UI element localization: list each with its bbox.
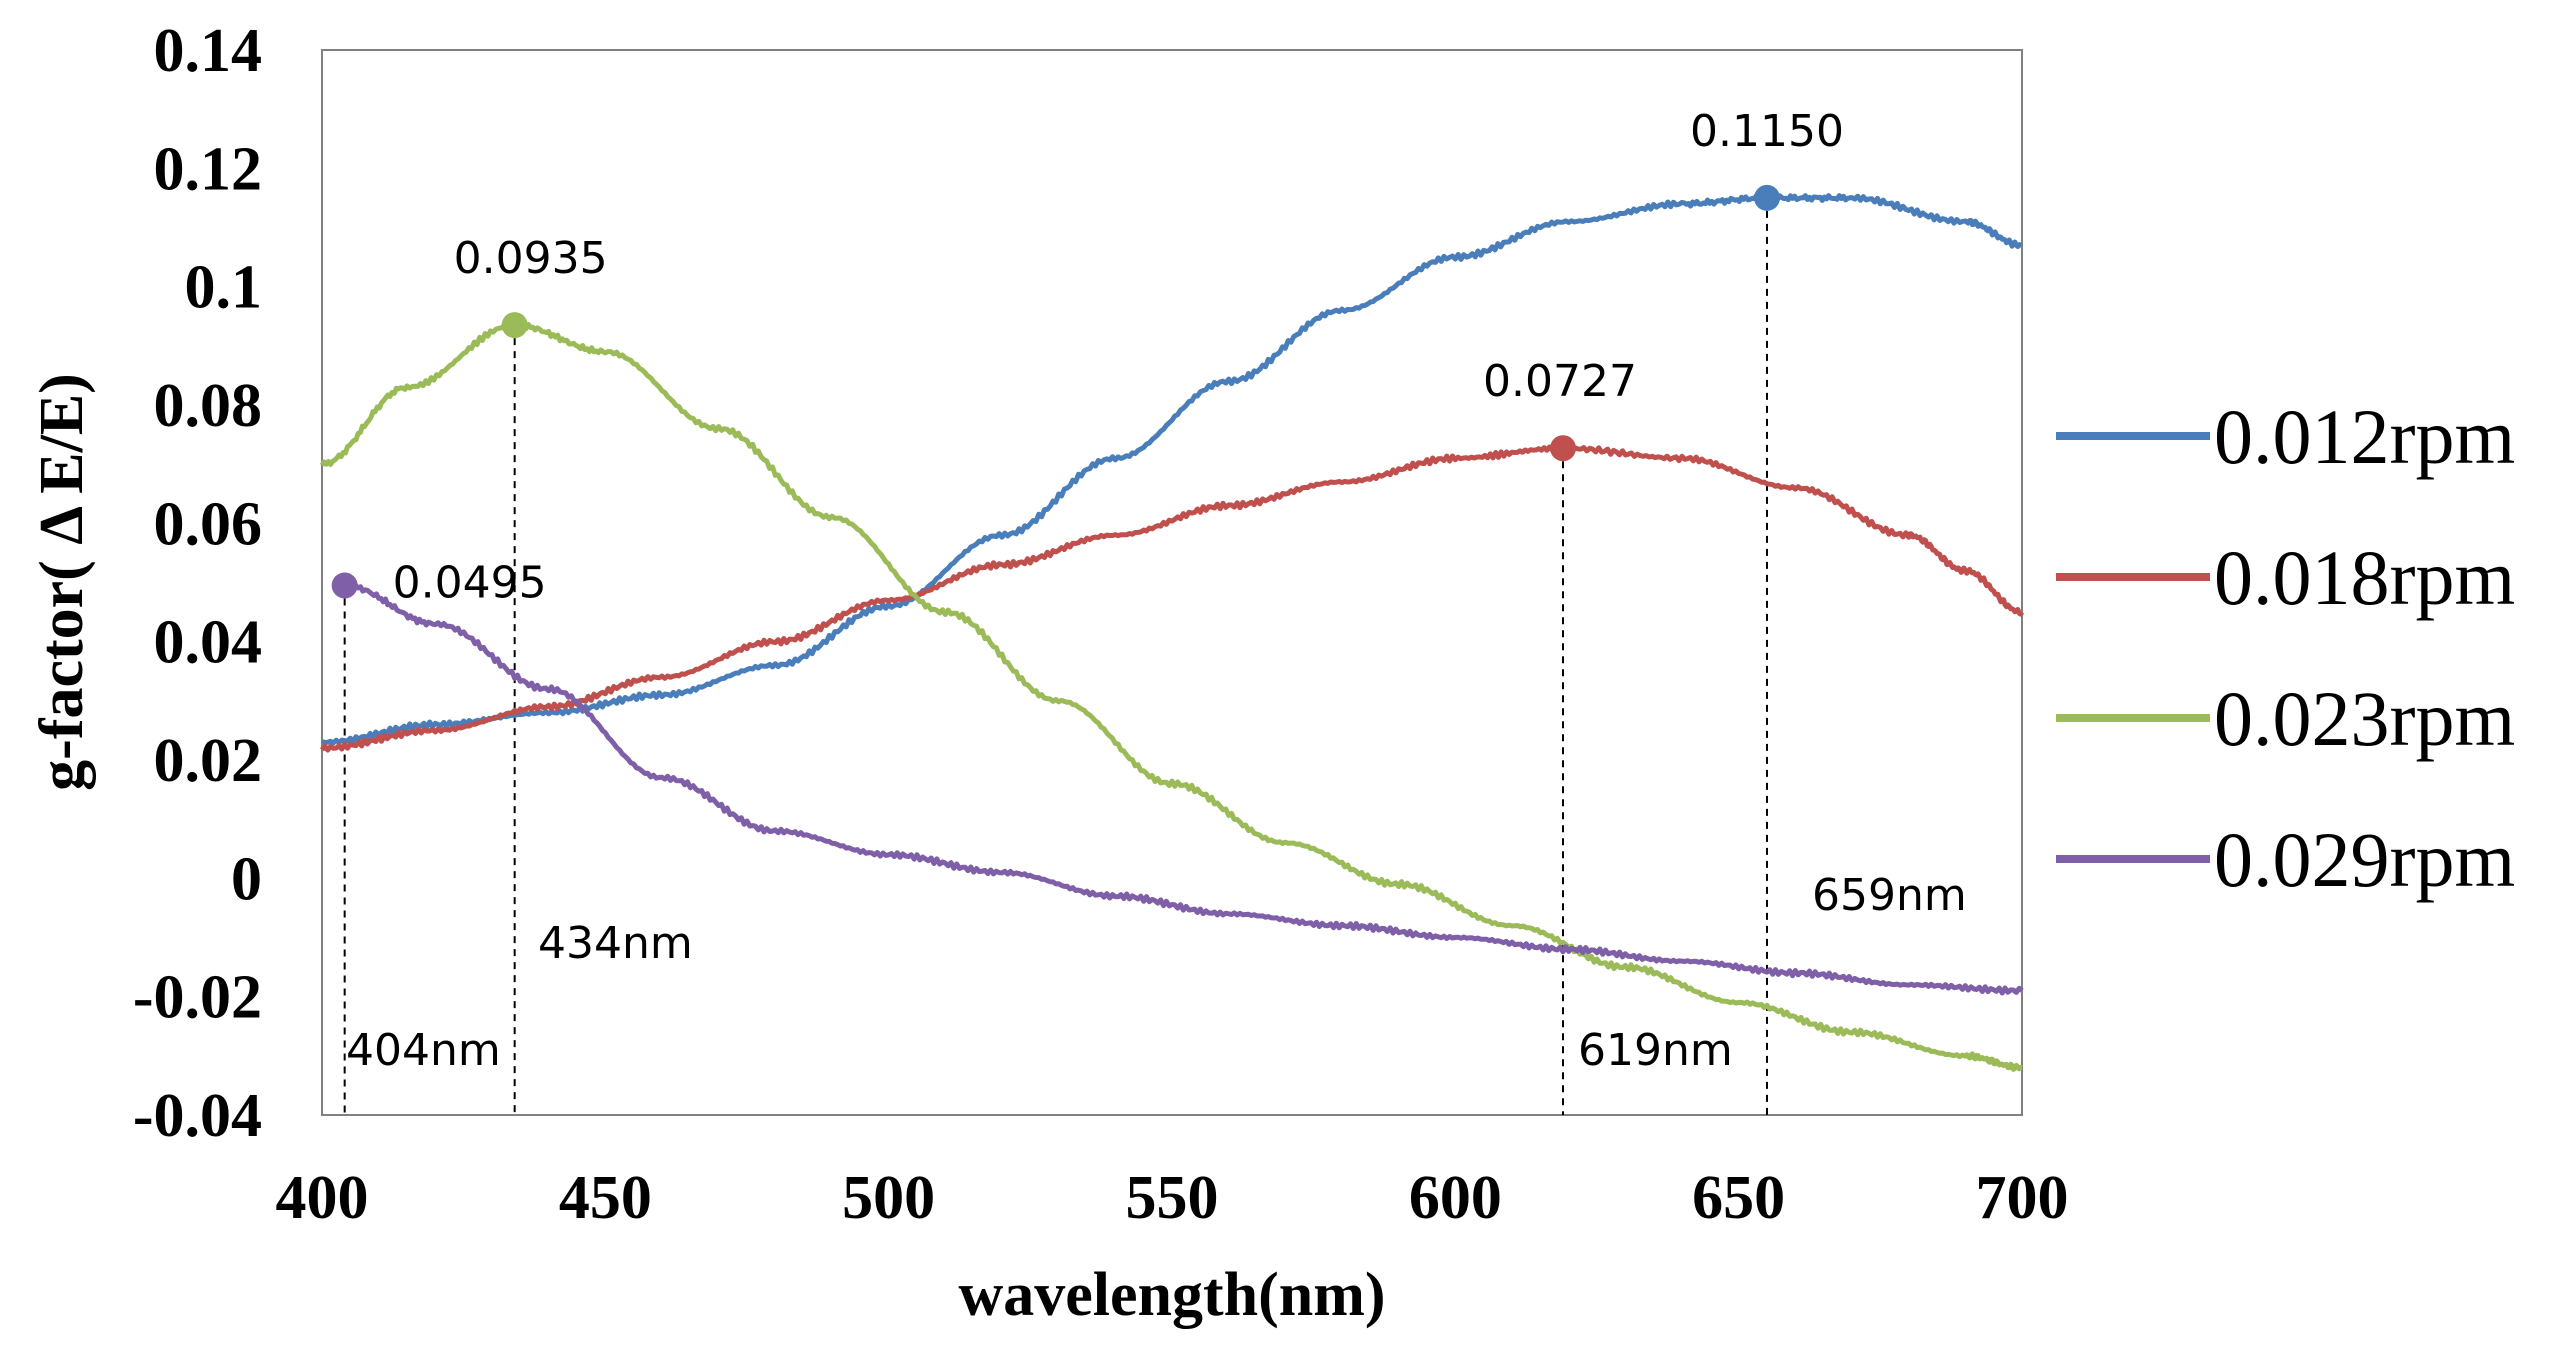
peak-marker (1754, 184, 1780, 211)
peak-wavelength-label: 659nm (1812, 870, 1967, 921)
x-tick-label: 700 (1976, 1164, 2069, 1232)
y-tick-label: 0.1 (185, 254, 263, 322)
y-tick-label: 0.14 (154, 17, 263, 85)
series-line (319, 320, 2024, 1072)
plot-area (321, 49, 2023, 1116)
legend-label: 0.029rpm (2214, 816, 2515, 903)
peak-marker (501, 312, 528, 339)
y-tick-label: 0 (231, 845, 262, 913)
series-line (342, 581, 2024, 996)
peak-value-label: 0.0727 (1483, 356, 1637, 407)
y-tick-label: -0.04 (133, 1082, 262, 1150)
peak-value-label: 0.1150 (1690, 106, 1844, 157)
x-tick-label: 450 (559, 1164, 652, 1232)
y-tick-label: 0.02 (154, 727, 263, 795)
peak-marker (331, 572, 358, 599)
legend-label: 0.023rpm (2214, 675, 2515, 762)
y-tick-label: 0.04 (154, 609, 263, 677)
y-tick-label: 0.06 (154, 490, 263, 558)
x-tick-label: 650 (1692, 1164, 1785, 1232)
series-line (321, 193, 2024, 746)
legend-label: 0.012rpm (2214, 393, 2515, 480)
x-tick-label: 550 (1126, 1164, 1219, 1232)
peak-marker (1550, 435, 1576, 462)
peak-wavelength-label: 404nm (346, 1025, 501, 1076)
x-tick-label: 400 (276, 1164, 369, 1232)
legend-label: 0.018rpm (2214, 534, 2515, 621)
x-axis-title: wavelength(nm) (958, 1261, 1385, 1329)
x-tick-label: 500 (842, 1164, 935, 1232)
y-tick-label: 0.08 (154, 372, 263, 440)
y-axis-title: g-factor( Δ E/E) (28, 373, 96, 791)
x-tick-label: 600 (1409, 1164, 1502, 1232)
legend: 0.012rpm 0.018rpm 0.023rpm 0.029rpm (2056, 393, 2515, 903)
peak-value-label: 0.0495 (393, 557, 547, 608)
peak-wavelength-label: 434nm (538, 918, 693, 969)
y-tick-label: 0.12 (154, 135, 263, 203)
y-tick-label: -0.02 (133, 964, 262, 1032)
series-line (319, 444, 2025, 753)
peak-wavelength-label: 619nm (1578, 1025, 1733, 1076)
peak-value-label: 0.0935 (454, 233, 608, 284)
